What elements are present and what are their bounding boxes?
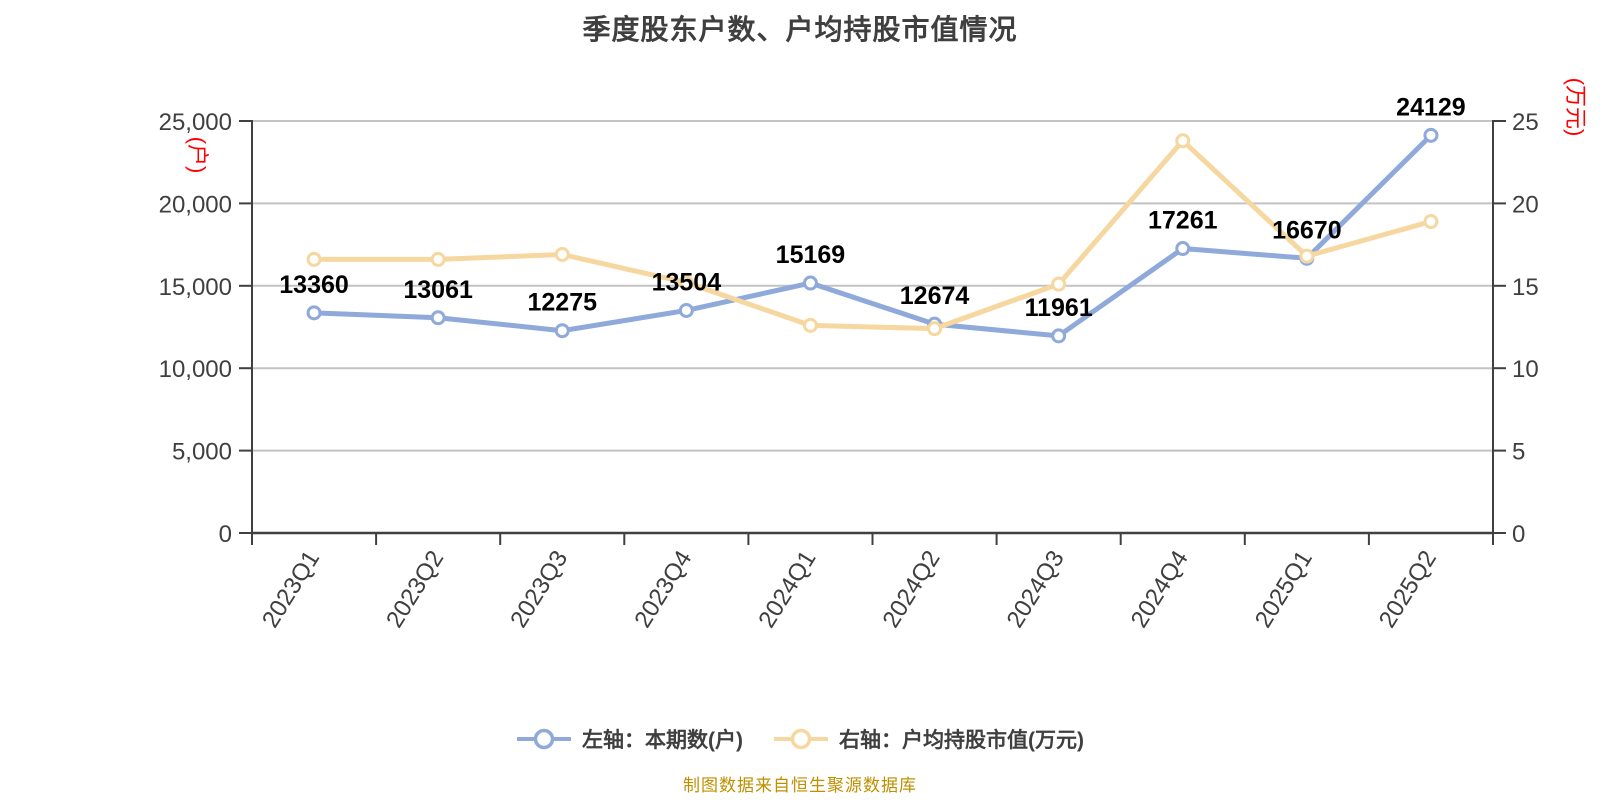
y-tick-label-left: 0 [219, 521, 232, 548]
x-tick-label: 2023Q2 [381, 546, 449, 633]
y-tick-label-left: 10,000 [159, 356, 232, 383]
data-point-shareholder-count [1423, 127, 1439, 143]
data-point-label: 13061 [403, 276, 473, 304]
x-tick-label: 2023Q4 [629, 546, 697, 633]
data-point-label: 12275 [527, 289, 597, 317]
x-tick-label: 2024Q4 [1126, 546, 1194, 633]
data-point-label: 24129 [1396, 93, 1466, 121]
data-point-shareholder-count [306, 305, 322, 321]
y-tick-label-right: 15 [1512, 274, 1539, 301]
series-line-avg-holding-value [311, 138, 1434, 332]
data-point-label: 13360 [279, 271, 349, 299]
legend-item-shareholder-count[interactable]: 左轴：本期数(户) [516, 724, 743, 754]
data-point-label: 13504 [652, 268, 722, 296]
y-tick-label-left: 15,000 [159, 274, 232, 301]
data-point-avg-holding-value [306, 251, 322, 267]
y-tick-label-right: 20 [1512, 191, 1539, 218]
data-point-label: 16670 [1272, 216, 1342, 244]
legend: 左轴：本期数(户) 右轴：户均持股市值(万元) [0, 724, 1600, 754]
x-tick-label: 2024Q1 [753, 546, 821, 633]
data-point-shareholder-count [802, 275, 818, 291]
data-point-shareholder-count [1175, 241, 1191, 257]
data-point-avg-holding-value [1423, 214, 1439, 230]
x-tick-label: 2023Q3 [505, 546, 573, 633]
x-tick-label: 2025Q2 [1374, 546, 1442, 633]
x-tick-label: 2023Q1 [257, 546, 325, 633]
data-point-shareholder-count [1051, 328, 1067, 344]
data-point-avg-holding-value [554, 246, 570, 262]
series-line-shareholder-count [311, 132, 1434, 339]
data-point-label: 15169 [776, 241, 846, 269]
legend-label-shareholder-count: 左轴：本期数(户) [582, 729, 743, 752]
y-tick-label-left: 25,000 [159, 109, 232, 136]
x-tick-label: 2024Q2 [877, 546, 945, 633]
legend-item-avg-holding-value[interactable]: 右轴：户均持股市值(万元) [773, 724, 1084, 754]
data-point-avg-holding-value [678, 275, 694, 291]
data-point-avg-holding-value [927, 321, 943, 337]
data-point-shareholder-count [554, 323, 570, 339]
data-point-avg-holding-value [1051, 276, 1067, 292]
right-axis-unit-label: (万元) [1563, 78, 1588, 137]
data-point-avg-holding-value [802, 317, 818, 333]
data-point-avg-holding-value [430, 251, 446, 267]
data-point-label: 11961 [1025, 294, 1093, 322]
data-point-shareholder-count [678, 302, 694, 318]
legend-label-avg-holding-value: 右轴：户均持股市值(万元) [839, 729, 1084, 752]
data-point-avg-holding-value [1299, 248, 1315, 264]
left-axis-unit-label: (户) [185, 137, 210, 174]
data-source-note: 制图数据来自恒生聚源数据库 [683, 776, 917, 795]
y-tick-label-left: 5,000 [172, 439, 232, 466]
y-tick-label-right: 5 [1512, 439, 1525, 466]
data-point-avg-holding-value [1175, 133, 1191, 149]
data-point-shareholder-count [430, 310, 446, 326]
chart-title: 季度股东户数、户均持股市值情况 [582, 14, 1018, 45]
x-tick-label: 2024Q3 [1002, 546, 1070, 633]
y-tick-label-right: 25 [1512, 109, 1539, 136]
x-tick-label: 2025Q1 [1250, 546, 1318, 633]
data-point-label: 17261 [1148, 207, 1218, 235]
legend-marker-yellow-icon [774, 728, 828, 750]
y-tick-label-right: 0 [1512, 521, 1525, 548]
y-tick-label-right: 10 [1512, 356, 1539, 383]
data-point-label: 12674 [900, 282, 970, 310]
y-tick-label-left: 20,000 [159, 191, 232, 218]
legend-marker-blue-icon [517, 728, 571, 750]
